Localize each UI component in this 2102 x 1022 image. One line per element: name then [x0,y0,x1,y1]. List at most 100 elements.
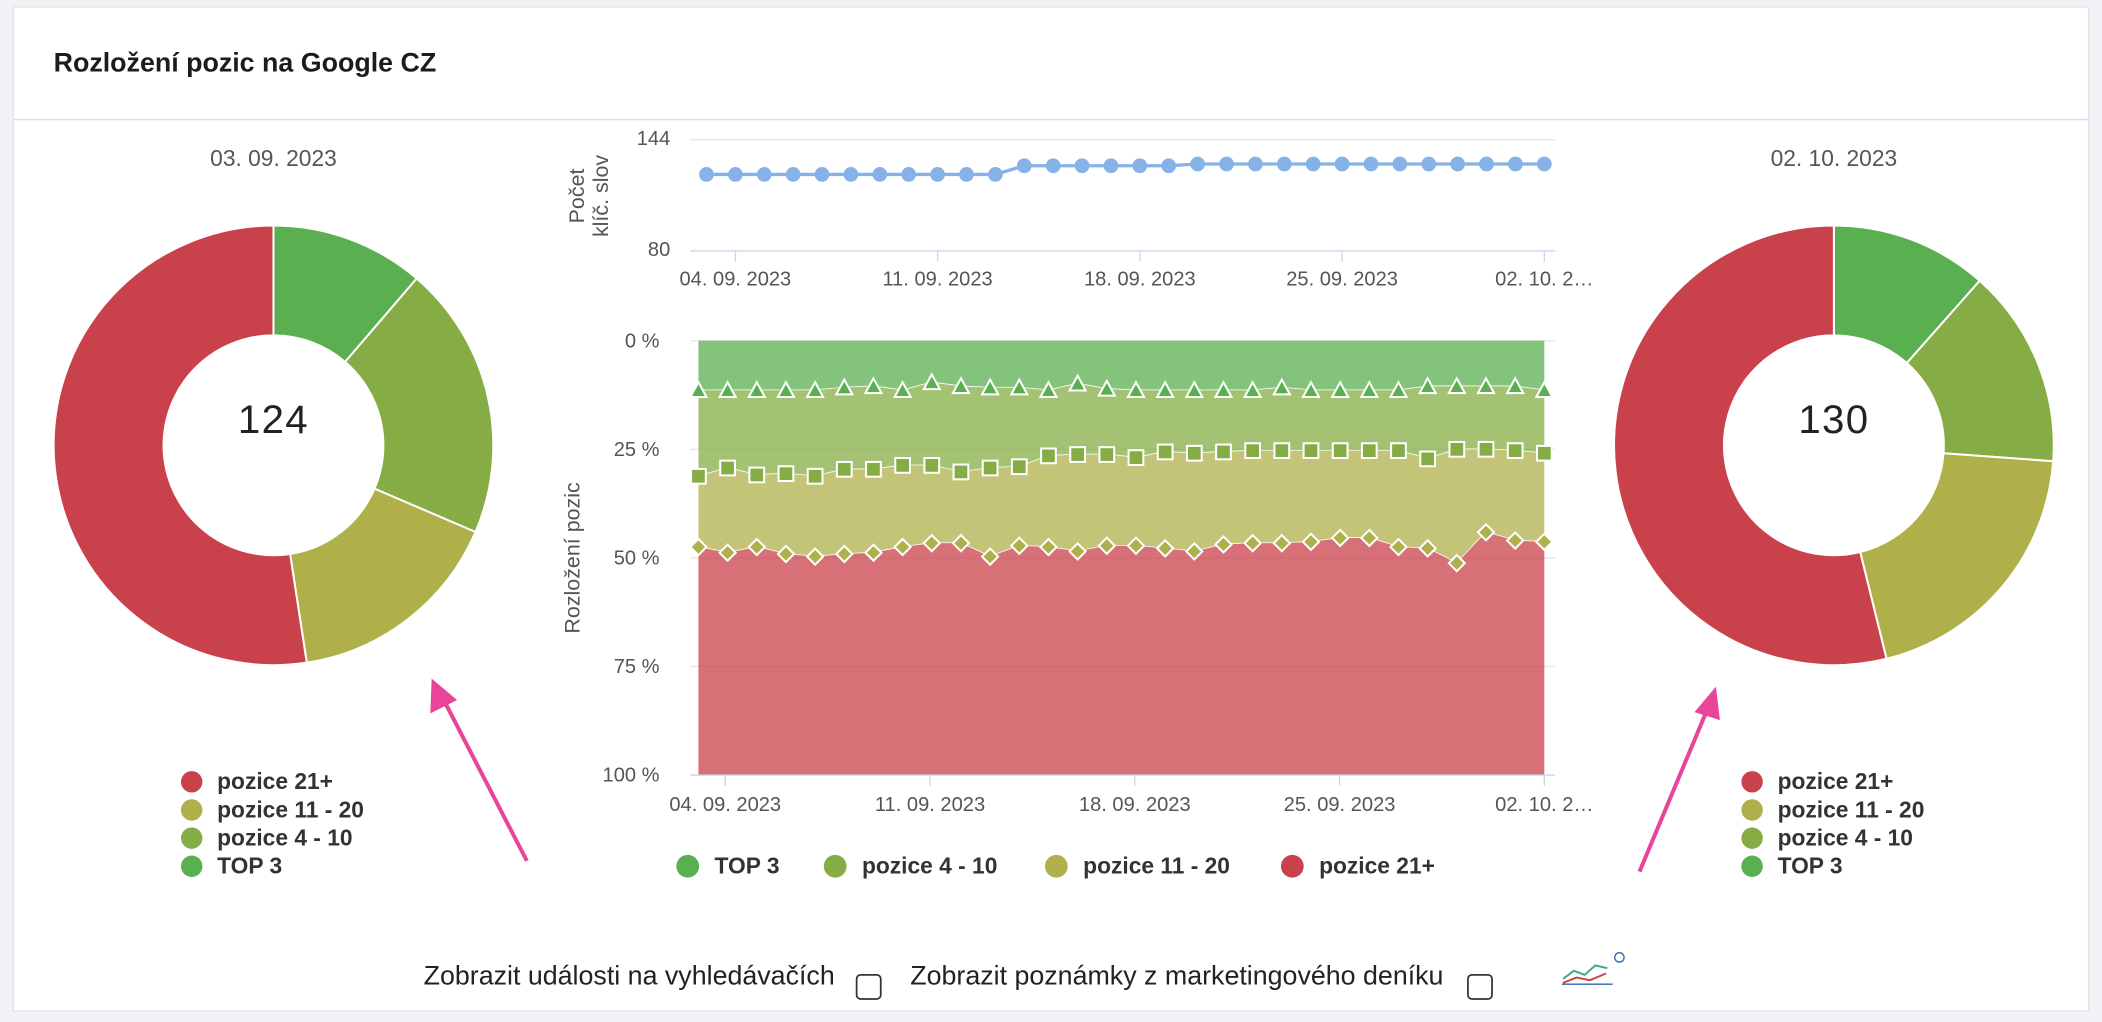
legend-dot [676,854,700,878]
area-marker [1506,442,1524,460]
area-marker [865,460,882,478]
area-marker [1273,442,1291,460]
area-marker [1301,380,1321,398]
area-marker [1388,380,1409,398]
area-marker [776,380,796,398]
legend-dot [1741,827,1763,849]
line-point [1103,158,1119,174]
y-tick-label: 50 % [614,548,660,570]
legend-label: TOP 3 [217,853,282,879]
line-point [1363,156,1379,172]
area-marker [1534,532,1554,552]
checkbox-label: Zobrazit události na vyhledávačích [424,961,835,991]
pie-slice [1613,224,1888,667]
area-marker [776,544,796,564]
checkbox[interactable] [1467,973,1493,1000]
pie-total: 124 [238,397,309,442]
area-marker [1477,440,1495,458]
area-marker [1155,538,1175,558]
card-title: Rozložení pozic na Google CZ [54,48,437,78]
area-marker [1098,446,1116,463]
legend-label: pozice 21+ [1778,768,1894,794]
line-point [843,167,859,182]
legend-dot [1741,855,1763,877]
line-point [1132,158,1148,174]
line-point [872,167,888,182]
area-marker [951,533,971,553]
y-axis-label-line: klíč. slov [589,155,613,237]
area-marker [1330,380,1350,398]
area-marker [747,537,767,557]
y-tick-label: 0 % [625,330,660,352]
area-marker [893,537,913,557]
area-marker [719,459,736,477]
area-marker [952,463,970,481]
area-marker [1448,440,1466,458]
legend-dot [180,855,203,877]
legend-label: pozice 4 - 10 [862,853,997,879]
area-marker [1215,443,1232,461]
area-marker [1330,528,1350,548]
area-marker [922,533,942,553]
area-marker [1067,373,1088,392]
line-point [1392,156,1408,172]
area-marker [1038,380,1059,398]
line-point [1536,156,1552,172]
line-point [1074,158,1090,174]
area-marker [1155,380,1175,398]
area-marker [1360,442,1378,460]
area-series [698,340,1545,391]
legend-dot [180,771,203,793]
area-series [698,532,1545,776]
checkbox[interactable] [855,973,882,1000]
area-marker [1389,537,1408,557]
area-marker [1038,537,1058,557]
area-marker [1009,536,1029,556]
area-marker [688,537,708,557]
x-tick-label: 02. 10. 2… [1495,269,1593,291]
legend-label: pozice 11 - 20 [217,796,364,822]
area-marker [1359,380,1380,398]
area-marker [1243,533,1263,553]
area-marker [1069,446,1087,463]
x-tick-label: 11. 09. 2023 [882,269,992,291]
area-marker [806,467,824,485]
y-tick-label: 144 [637,128,671,150]
line-point [959,167,974,182]
legend-label: TOP 3 [715,853,780,879]
y-axis-label-line: Počet [564,169,588,224]
line-point [1508,156,1523,172]
area-marker [863,376,884,395]
legend-dot [823,854,847,878]
arrow [430,678,1720,873]
pie-slice [1905,279,2055,463]
line-point [1190,156,1206,172]
area-marker [1505,376,1525,395]
legend-label: TOP 3 [1778,853,1843,879]
area-marker [923,457,941,474]
legend-label: pozice 4 - 10 [1778,824,1913,850]
area-marker [980,377,1000,396]
area-marker [1068,541,1088,561]
line-point [930,167,945,182]
area-marker [892,380,913,398]
chart-icon[interactable] [1561,952,1625,985]
pie-slice [1858,452,2055,660]
area-marker [1301,532,1321,552]
area-marker [951,376,971,395]
area-marker [1185,444,1203,462]
line-point [1248,156,1263,172]
area-marker [1302,442,1320,460]
line-point [814,167,830,182]
line-point [1479,156,1494,172]
line-point [756,167,772,182]
line-point [1421,156,1437,172]
legend-dot [180,799,203,821]
line-point [1161,158,1177,174]
area-marker [1476,376,1496,395]
line-point [1045,158,1061,174]
area-marker [863,543,883,563]
line-point [727,167,743,182]
